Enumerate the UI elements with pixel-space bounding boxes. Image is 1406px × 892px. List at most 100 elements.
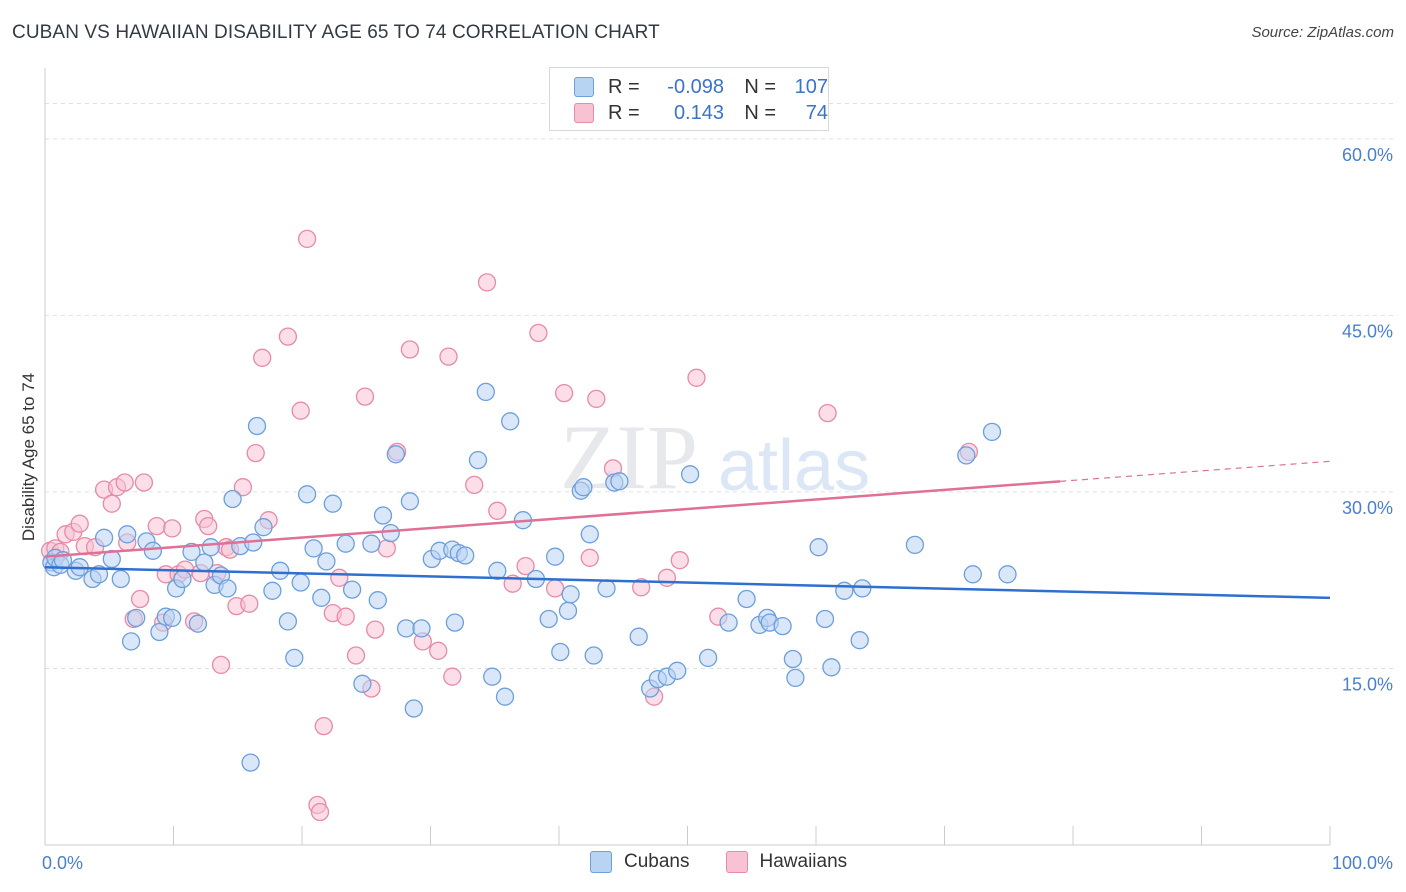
- cuban-point: [468, 450, 488, 470]
- cuban-point: [957, 446, 976, 465]
- hawaiian-points: [40, 229, 979, 822]
- hawaiian-n-value: 74: [805, 101, 828, 124]
- cuban-point: [121, 632, 141, 651]
- y-tick-label: 30.0%: [1342, 498, 1393, 518]
- y-tick-label: 60.0%: [1342, 145, 1393, 165]
- chart-title: CUBAN VS HAWAIIAN DISABILITY AGE 65 TO 7…: [12, 22, 660, 43]
- cuban-point: [247, 416, 267, 436]
- cuban-point: [336, 534, 355, 553]
- watermark-atlas: atlas: [718, 426, 870, 506]
- cuban-point: [835, 581, 854, 600]
- cuban-point: [182, 542, 201, 562]
- cuban-point: [698, 648, 718, 668]
- cuban-trend-line: [44, 565, 1331, 600]
- cuban-point: [353, 674, 372, 693]
- hawaiian-point: [310, 802, 330, 822]
- hawaiian-point: [134, 473, 154, 492]
- hawaiian-point: [278, 327, 298, 346]
- cuban-point: [263, 581, 282, 600]
- hawaiian-point: [632, 578, 651, 597]
- hawaiian-point: [199, 516, 218, 536]
- cuban-point: [297, 485, 317, 504]
- cuban-point: [456, 546, 475, 565]
- hawaiian-point: [253, 348, 272, 367]
- cuban-point: [223, 489, 242, 509]
- cuban-point: [400, 492, 420, 511]
- cuban-point: [629, 627, 648, 646]
- cuban-point: [998, 565, 1017, 584]
- cuban-point: [412, 619, 431, 638]
- cuban-point: [719, 613, 738, 632]
- legend-row-cubans: R = -0.098 N = 107: [574, 75, 828, 99]
- watermark: ZIP atlas: [560, 406, 870, 508]
- hawaiian-point: [115, 473, 134, 492]
- cuban-point: [850, 631, 869, 650]
- legend-item-cubans: Cubans: [590, 851, 690, 873]
- cuban-point: [271, 561, 290, 580]
- cuban-point: [342, 580, 362, 599]
- hawaiian-point: [670, 551, 689, 570]
- hawaiian-point: [246, 443, 265, 463]
- cuban-point: [539, 609, 558, 629]
- hawaiian-point: [70, 514, 89, 533]
- hawaiian-point: [687, 368, 706, 387]
- hawaiian-trend-extension: [1060, 460, 1331, 482]
- cuban-point: [483, 667, 502, 686]
- cuban-point: [323, 494, 342, 513]
- cuban-point: [195, 553, 214, 572]
- cuban-point: [561, 585, 580, 604]
- legend-hawaiians-label: Hawaiians: [759, 851, 848, 872]
- hawaiian-point: [488, 501, 507, 520]
- hawaiian-point: [545, 579, 565, 598]
- cuban-point: [963, 565, 982, 584]
- hawaiian-r-value: 0.143: [673, 101, 724, 124]
- hawaiian-point: [516, 556, 535, 576]
- cuban-point: [495, 687, 515, 706]
- hawaiian-point: [297, 229, 317, 249]
- cuban-n-value: 107: [794, 75, 828, 98]
- cuban-point: [680, 465, 700, 484]
- trend-lines: [44, 460, 1331, 600]
- cuban-point: [580, 525, 599, 544]
- hawaiian-point: [240, 594, 259, 613]
- hawaiian-point: [147, 516, 166, 536]
- cuban-point: [143, 541, 163, 560]
- hawaiian-point: [657, 568, 677, 587]
- cuban-point: [118, 525, 137, 544]
- cuban-point: [786, 668, 805, 688]
- hawaiian-point: [529, 323, 548, 343]
- cuban-point: [312, 588, 331, 607]
- hawaiian-r-label: R =: [608, 101, 640, 124]
- cuban-point: [111, 569, 130, 589]
- cuban-point: [597, 579, 616, 598]
- x-tick-label-min: 0.0%: [42, 853, 83, 873]
- hawaiian-point: [366, 620, 385, 639]
- hawaiian-point: [580, 548, 599, 567]
- cuban-points: [42, 382, 1017, 772]
- cuban-point: [815, 609, 835, 629]
- hawaiian-swatch: [574, 103, 594, 123]
- cuban-point: [610, 472, 629, 491]
- cuban-point: [89, 565, 109, 584]
- hawaiian-point: [377, 539, 396, 558]
- cuban-point: [783, 649, 803, 669]
- cuban-point: [905, 535, 925, 555]
- hawaiian-point: [554, 383, 574, 403]
- legend-cubans-label: Cubans: [624, 851, 690, 872]
- cuban-point: [285, 648, 304, 668]
- cuban-point: [445, 613, 465, 632]
- cuban-point: [396, 619, 416, 638]
- cuban-point: [488, 561, 507, 580]
- legend-cubans-swatch: [590, 851, 612, 873]
- cuban-n-label: N =: [744, 75, 776, 98]
- cuban-point: [773, 616, 792, 636]
- cuban-point: [853, 579, 872, 598]
- x-tick-label-max: 100.0%: [1332, 853, 1393, 873]
- hawaiian-point: [102, 494, 121, 513]
- cuban-point: [291, 573, 310, 592]
- cuban-point: [201, 538, 220, 557]
- hawaiian-n-label: N =: [744, 101, 776, 124]
- cuban-point: [551, 642, 570, 662]
- cuban-point: [362, 534, 381, 553]
